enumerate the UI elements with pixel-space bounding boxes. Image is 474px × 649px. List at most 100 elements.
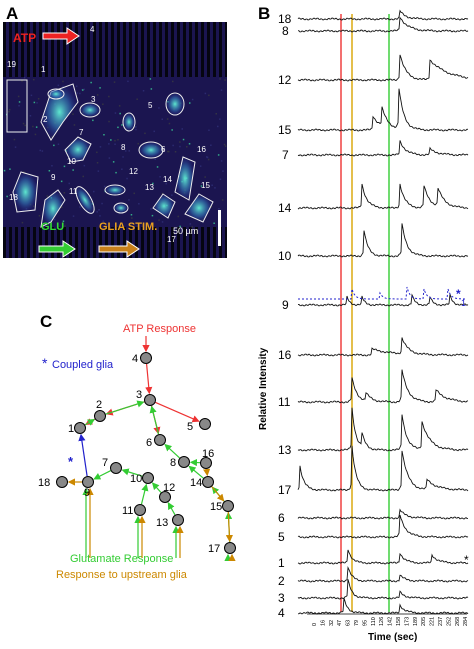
cell-label-10: 10 <box>67 157 76 166</box>
microscopy-image: 1 2 3 4 5 6 7 8 9 10 11 12 13 14 15 16 1… <box>3 22 227 258</box>
node-label-10: 10 <box>130 473 142 485</box>
cell-18 <box>13 172 38 212</box>
node-label-2: 2 <box>96 399 102 411</box>
node-label-17: 17 <box>208 543 220 555</box>
panel-c-diagram: ATP Response * Coupled glia Glutamate Re… <box>0 300 252 644</box>
node-label-8: 8 <box>170 457 176 469</box>
trace-label-2: 2 <box>278 574 285 588</box>
node-9 <box>83 477 94 488</box>
cell-label-5: 5 <box>148 101 153 110</box>
scale-bar <box>218 210 221 246</box>
trace-label-5: 5 <box>278 530 285 544</box>
edge-n4-n3 <box>147 364 150 393</box>
x-tick-label: 252 <box>446 617 452 626</box>
x-tick-label: 221 <box>430 617 436 626</box>
coupled-glia-trace <box>298 287 466 299</box>
node-label-6: 6 <box>146 437 152 449</box>
trace-1 <box>298 550 468 564</box>
trace-label-3: 3 <box>278 591 285 605</box>
node-18 <box>57 477 68 488</box>
cell-label-3: 3 <box>91 95 96 104</box>
cell-label-9: 9 <box>51 173 56 182</box>
trace-16 <box>298 338 468 357</box>
x-tick-label: 16 <box>320 620 326 626</box>
edge-n3-n5 <box>156 402 199 421</box>
cell-label-13: 13 <box>145 183 154 192</box>
x-tick-label: 110 <box>371 617 377 626</box>
edge-n16-n14 <box>207 469 208 475</box>
trace-9 <box>298 294 468 306</box>
cell-label-19: 19 <box>7 60 16 69</box>
node-4 <box>141 353 152 364</box>
node-label-18: 18 <box>38 477 50 489</box>
trace-6 <box>298 510 468 519</box>
node-2 <box>95 411 106 422</box>
trace-label-10: 10 <box>278 249 292 263</box>
trace-17 <box>298 446 468 491</box>
edge-n8-n6 <box>165 445 179 458</box>
pipette-array-top <box>3 22 227 77</box>
node-label-15: 15 <box>210 501 222 513</box>
edge-n9-n1 <box>81 435 87 476</box>
trace-label-13: 13 <box>278 443 292 457</box>
coupled-glia-label: Coupled glia <box>52 359 114 371</box>
node-17 <box>225 543 236 554</box>
x-tick-label: 189 <box>413 617 419 626</box>
coupled-trace-label: 1 <box>461 298 466 308</box>
cell-label-12: 12 <box>129 167 138 176</box>
x-tick-label: 268 <box>455 617 461 626</box>
node-label-5: 5 <box>187 421 193 433</box>
trace-lines <box>298 11 468 614</box>
x-tick-label: 237 <box>438 617 444 626</box>
edge-n2-n3 <box>106 402 144 414</box>
x-tick-label: 158 <box>396 617 402 626</box>
trace-label-17: 17 <box>278 483 292 497</box>
cell-label-2: 2 <box>43 115 48 124</box>
panel-a-label: A <box>6 4 18 24</box>
trace-label-12: 12 <box>278 73 292 87</box>
atp-label: ATP <box>13 31 36 45</box>
trace-2 <box>298 568 468 582</box>
cell-3 <box>80 103 100 117</box>
cell-8 <box>139 142 163 158</box>
node-14 <box>203 477 214 488</box>
cell-label-14: 14 <box>163 175 172 184</box>
edge-n6-n3 <box>152 407 159 434</box>
scale-bar-label: 50 µm <box>173 226 198 236</box>
node-label-3: 3 <box>136 389 142 401</box>
edge-n14-n15 <box>212 487 224 501</box>
cell-label-1: 1 <box>41 65 46 74</box>
cell-5 <box>166 93 184 115</box>
cell-label-17: 17 <box>167 235 176 244</box>
cell-12 <box>114 203 128 213</box>
node-label-11: 11 <box>122 505 133 517</box>
x-tick-label: 95 <box>362 620 368 626</box>
trace-label-1: 1 <box>278 556 285 570</box>
trace-4 <box>298 598 468 614</box>
trace-label-11: 11 <box>278 395 291 409</box>
node-label-13: 13 <box>156 517 168 529</box>
x-tick-label: 284 <box>463 617 469 626</box>
node-label-14: 14 <box>190 477 202 489</box>
x-tick-label: 0 <box>312 623 318 626</box>
cell-13 <box>153 194 175 218</box>
edge-n7-n9 <box>94 471 110 479</box>
star-marker: * <box>464 553 469 567</box>
x-tick-label: 47 <box>337 620 343 626</box>
x-tick-label: 126 <box>379 617 385 626</box>
node-label-9: 9 <box>84 487 90 499</box>
x-axis-label: Time (sec) <box>368 632 417 643</box>
cell-label-8: 8 <box>121 143 126 152</box>
cell-label-4: 4 <box>90 25 95 34</box>
node-6 <box>155 435 166 446</box>
cell-label-11: 11 <box>69 187 78 196</box>
trace-12 <box>298 55 468 81</box>
trace-label-14: 14 <box>278 201 292 215</box>
node-label-12: 12 <box>163 482 175 494</box>
upstream-response-label: Response to upstream glia <box>56 569 188 581</box>
node-1 <box>75 423 86 434</box>
trace-label-9: 9 <box>282 298 289 312</box>
node-11 <box>135 505 146 516</box>
